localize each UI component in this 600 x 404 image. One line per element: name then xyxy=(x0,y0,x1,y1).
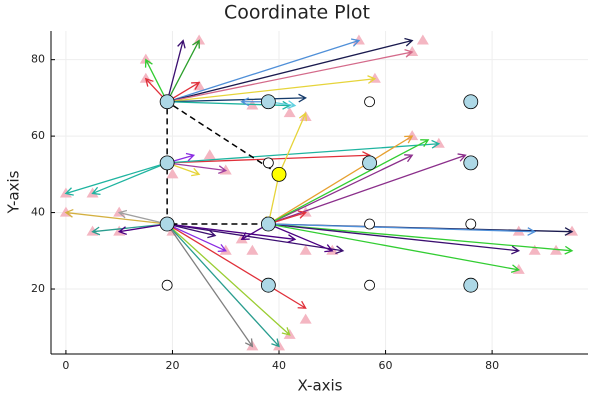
arrow xyxy=(167,139,441,164)
arrow xyxy=(268,154,414,225)
arrow xyxy=(167,223,297,243)
y-axis-label: Y-axis xyxy=(5,170,23,214)
point xyxy=(262,157,274,169)
arrow xyxy=(166,37,414,103)
arrow xyxy=(166,223,217,239)
triangle-marker xyxy=(203,149,216,160)
triangle-marker xyxy=(113,206,126,217)
point xyxy=(260,94,276,110)
arrow xyxy=(117,223,168,235)
arrow xyxy=(268,153,467,225)
point xyxy=(159,155,175,171)
arrow xyxy=(166,223,227,253)
arrow xyxy=(167,93,308,103)
arrow xyxy=(166,223,280,348)
y-tick-label: 20 xyxy=(31,282,45,295)
arrow xyxy=(268,223,521,255)
point xyxy=(364,218,375,230)
arrow xyxy=(166,39,200,103)
arrow xyxy=(167,223,345,255)
arrow xyxy=(268,135,414,225)
arrow xyxy=(265,174,280,226)
triangle-marker xyxy=(59,187,72,198)
x-tick-label: 60 xyxy=(379,359,393,372)
triangle-marker xyxy=(246,244,259,255)
triangle-marker xyxy=(166,168,179,179)
arrow xyxy=(166,39,186,102)
arrow xyxy=(268,223,574,255)
point xyxy=(362,155,377,171)
arrow xyxy=(268,223,537,236)
x-tick-label: 20 xyxy=(165,359,179,372)
triangle-marker xyxy=(283,107,296,118)
point xyxy=(161,279,173,291)
arrow xyxy=(166,223,291,336)
arrow xyxy=(166,38,361,103)
point xyxy=(159,216,175,232)
point xyxy=(465,218,477,230)
arrow xyxy=(278,111,308,175)
y-tick-label: 80 xyxy=(31,53,45,66)
chart-title: Coordinate Plot xyxy=(224,2,370,24)
point xyxy=(260,277,276,293)
arrow xyxy=(268,223,334,253)
arrow xyxy=(167,162,228,175)
point xyxy=(364,279,375,291)
triangle-marker xyxy=(528,244,541,255)
triangle-marker xyxy=(299,313,312,324)
y-tick-label: 40 xyxy=(31,206,45,219)
x-tick-label: 40 xyxy=(272,359,286,372)
point xyxy=(463,94,479,110)
arrow xyxy=(91,162,168,195)
point xyxy=(260,216,276,232)
arrow xyxy=(64,208,168,225)
triangle-marker xyxy=(299,244,312,255)
x-tick-label: 0 xyxy=(62,359,69,372)
triangle-marker xyxy=(406,46,419,57)
point xyxy=(159,94,175,110)
arrow xyxy=(166,223,254,348)
arrow xyxy=(117,209,168,225)
y-tick-label: 60 xyxy=(31,129,45,142)
arrow xyxy=(64,162,168,196)
triangle-marker xyxy=(416,34,429,45)
arrow xyxy=(91,223,168,236)
arrow xyxy=(166,223,307,309)
x-axis-label: X-axis xyxy=(298,377,343,395)
x-tick-label: 80 xyxy=(485,359,499,372)
point xyxy=(271,166,287,182)
point xyxy=(364,96,375,108)
arrow xyxy=(144,58,168,103)
arrow xyxy=(167,49,414,103)
arrow xyxy=(268,223,521,274)
arrow xyxy=(268,139,430,225)
point xyxy=(463,277,479,293)
point xyxy=(463,155,479,171)
arrow xyxy=(167,75,377,103)
